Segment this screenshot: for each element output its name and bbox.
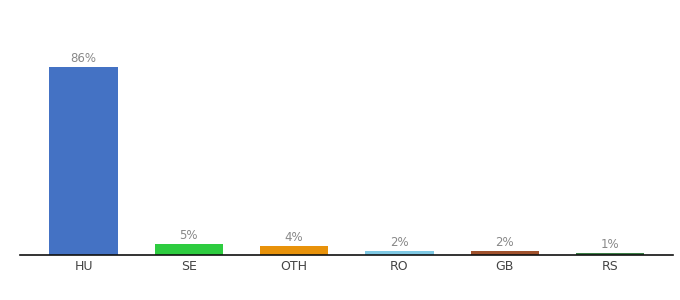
Bar (260, 246, 328, 255)
Bar (576, 253, 644, 255)
Text: 4%: 4% (285, 232, 303, 244)
Bar (365, 250, 434, 255)
Text: 2%: 2% (390, 236, 409, 249)
Bar (154, 244, 223, 255)
Text: 2%: 2% (496, 236, 514, 249)
Bar (50, 67, 118, 255)
Bar (471, 250, 539, 255)
Text: 5%: 5% (180, 229, 198, 242)
Text: 1%: 1% (600, 238, 619, 251)
Text: 86%: 86% (71, 52, 97, 65)
